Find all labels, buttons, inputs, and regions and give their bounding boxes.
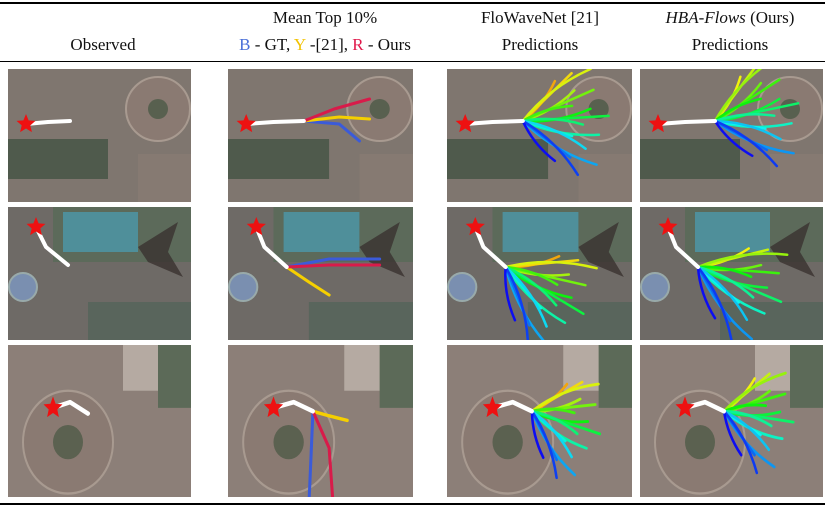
bottom-rule (0, 503, 825, 505)
roundabout-center (780, 99, 800, 119)
col-header: Mean Top 10% (220, 8, 430, 28)
pool (63, 212, 138, 252)
scene-image (8, 207, 191, 340)
col-header: Predictions (615, 35, 825, 55)
scene-image (640, 345, 823, 497)
top-rule (0, 2, 825, 4)
garden (88, 302, 191, 340)
scene-image (8, 345, 191, 497)
header-text: Predictions (502, 35, 579, 54)
scene-image (228, 345, 413, 497)
figure: Observed Mean Top 10% B - GT, Y -[21], R… (0, 0, 825, 508)
header-text: - GT, (250, 35, 293, 54)
mid-rule (0, 61, 825, 62)
grass (380, 345, 413, 408)
header-text: - Ours (364, 35, 411, 54)
grass (640, 139, 740, 179)
roundabout-center (492, 425, 522, 459)
pool (503, 212, 579, 252)
pool (284, 212, 360, 252)
legend-letter: B (239, 35, 250, 54)
grass (8, 139, 108, 179)
scene-image (640, 207, 823, 340)
header-text: FloWaveNet [21] (481, 8, 599, 27)
scene-image (447, 345, 632, 497)
header-text: HBA-Flows (666, 8, 746, 27)
roundabout-center (370, 99, 390, 119)
grass (790, 345, 823, 408)
grass (158, 345, 191, 408)
scene-image (8, 69, 191, 202)
fountain (229, 273, 257, 301)
scene-image (447, 207, 632, 340)
garden (720, 302, 823, 340)
legend-letter: R (352, 35, 363, 54)
col-header: Observed (0, 35, 218, 55)
garden (309, 302, 413, 340)
scene-image (640, 69, 823, 202)
header-text: Observed (70, 35, 135, 54)
legend-letter: Y (294, 35, 306, 54)
fountain (9, 273, 37, 301)
fountain (641, 273, 669, 301)
grass (599, 345, 632, 408)
roundabout-center (273, 425, 303, 459)
fountain (448, 273, 476, 301)
roundabout-center (53, 425, 83, 459)
col-header: B - GT, Y -[21], R - Ours (205, 35, 445, 55)
grass (447, 139, 548, 179)
header-text: -[21], (306, 35, 353, 54)
grass (770, 154, 823, 202)
header-text: Mean Top 10% (273, 8, 377, 27)
col-header: HBA-Flows (Ours) (615, 8, 825, 28)
grass (228, 139, 329, 179)
pool (695, 212, 770, 252)
scene-image (228, 207, 413, 340)
header-text: (Ours) (746, 8, 795, 27)
scene-image (228, 69, 413, 202)
scene-image (447, 69, 632, 202)
header-text: Predictions (692, 35, 769, 54)
grass (359, 154, 413, 202)
grass (138, 154, 191, 202)
roundabout-center (148, 99, 168, 119)
roundabout-center (685, 425, 715, 459)
